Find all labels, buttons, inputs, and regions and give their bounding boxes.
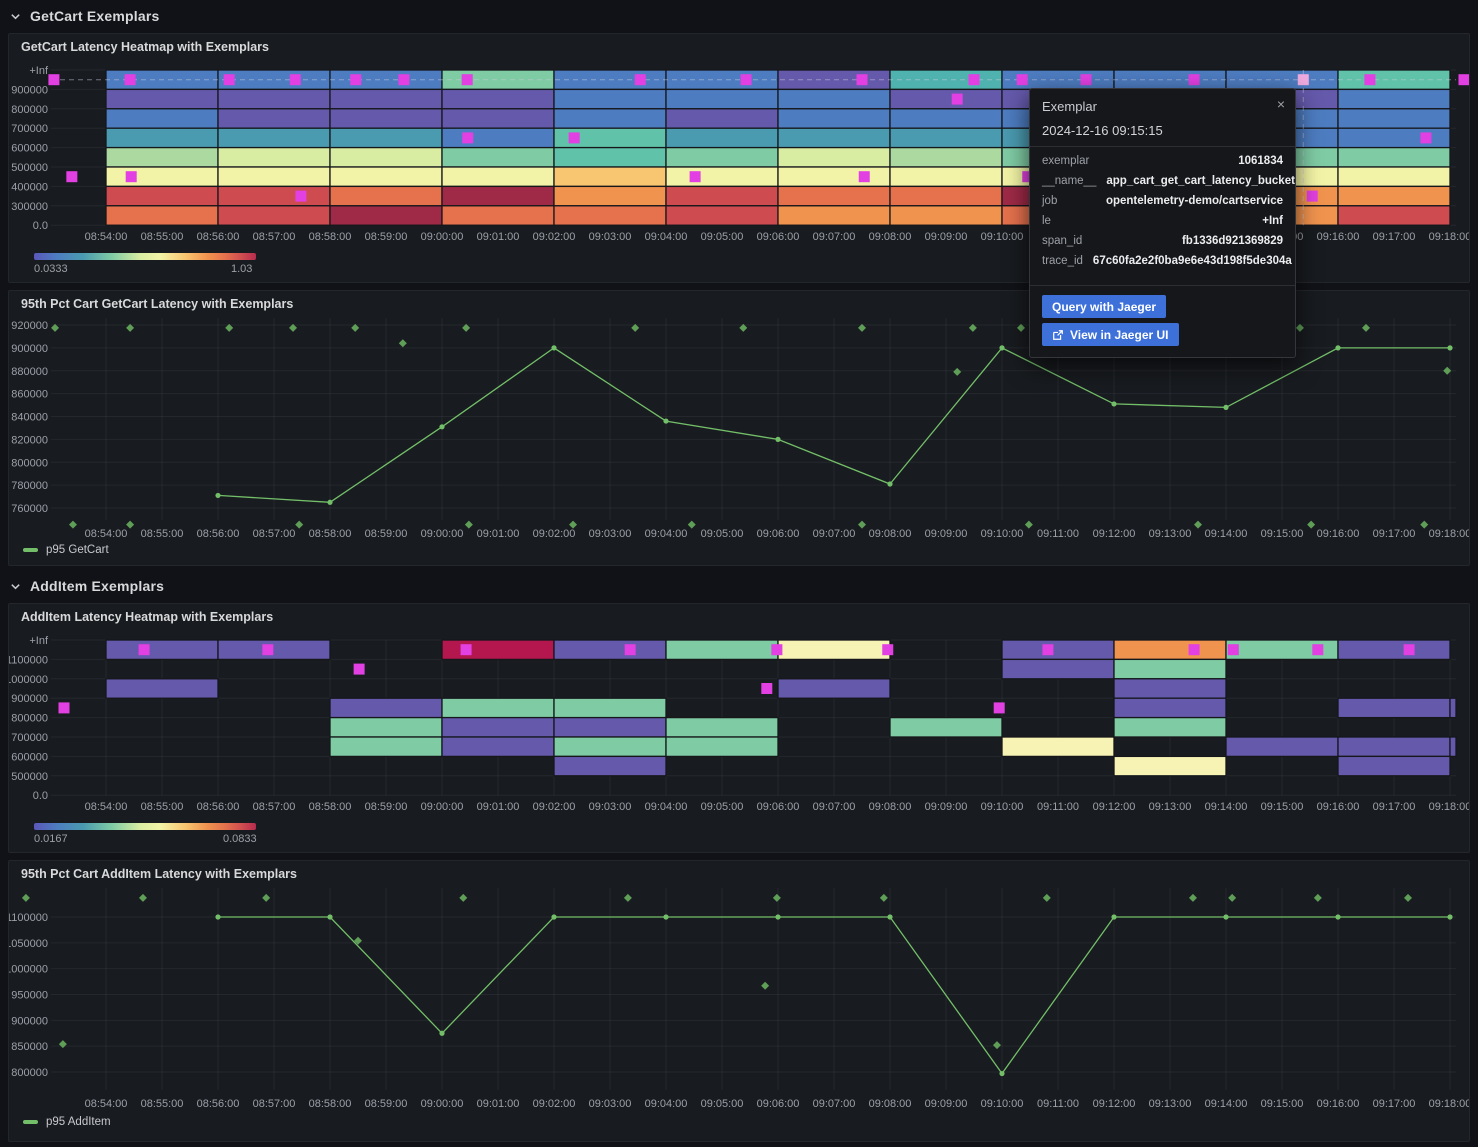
tooltip-timestamp: 2024-12-16 09:15:15	[1042, 123, 1163, 138]
row-title[interactable]: AddItem Exemplars	[30, 578, 165, 594]
tooltip-field-value: 1061834	[1238, 155, 1283, 167]
row-header-getcart[interactable]: GetCart Exemplars	[8, 4, 159, 28]
legend-item-p95-getcart[interactable]: p95 GetCart	[23, 544, 109, 556]
tooltip-fields: exemplar 1061834 __name__ app_cart_get_cart…	[1030, 147, 1295, 285]
scale-min-label: 0.0167	[34, 833, 68, 845]
row-header-additem[interactable]: AddItem Exemplars	[8, 574, 164, 598]
heatmap-color-scale	[34, 823, 256, 830]
scale-max-label: 0.0833	[223, 833, 257, 845]
row-title[interactable]: GetCart Exemplars	[30, 8, 160, 24]
chevron-down-icon[interactable]	[8, 9, 22, 23]
panel-additem-line: 95th Pct Cart AddItem Latency with Exemp…	[8, 860, 1470, 1142]
panel-title[interactable]: 95th Pct Cart AddItem Latency with Exemp…	[21, 867, 298, 881]
legend-label[interactable]: p95 GetCart	[46, 544, 109, 556]
legend-item-p95-additem[interactable]: p95 AddItem	[23, 1116, 111, 1128]
scale-min-label: 0.0333	[34, 263, 68, 275]
legend-swatch	[23, 548, 38, 552]
tooltip-field-key: __name__	[1042, 175, 1097, 187]
tooltip-field-key: le	[1042, 215, 1051, 227]
scale-max-label: 1.03	[231, 263, 253, 275]
close-icon[interactable]: ×	[1276, 96, 1285, 112]
tooltip-title: Exemplar	[1042, 99, 1097, 114]
external-link-icon	[1052, 329, 1064, 341]
tooltip-field-value: fb1336d921369829	[1181, 235, 1283, 247]
exemplar-tooltip: Exemplar × 2024-12-16 09:15:15 exemplar 1…	[1029, 88, 1296, 358]
tooltip-field-row: job opentelemetry-demo/cartservice	[1042, 195, 1283, 215]
tooltip-field-key: job	[1042, 195, 1058, 207]
button-label: View in Jaeger UI	[1070, 327, 1169, 342]
button-label: Query with Jaeger	[1052, 299, 1157, 314]
tooltip-field-row: trace_id 67c60fa2e2f0ba9e6e43d198f5de304a	[1042, 255, 1292, 275]
tooltip-actions: Query with Jaeger View in Jaeger UI	[1030, 286, 1295, 357]
tooltip-field-row: span_id fb1336d921369829	[1042, 235, 1283, 255]
panel-additem-heatmap: AddItem Latency Heatmap with Exemplars 0…	[8, 603, 1470, 853]
legend-label[interactable]: p95 AddItem	[46, 1116, 111, 1128]
tooltip-field-value: +Inf	[1262, 215, 1283, 227]
chevron-down-icon[interactable]	[8, 579, 22, 593]
tooltip-field-value: 67c60fa2e2f0ba9e6e43d198f5de304a	[1092, 255, 1292, 267]
tooltip-field-row: le +Inf	[1042, 215, 1283, 235]
panel-title[interactable]: AddItem Latency Heatmap with Exemplars	[21, 610, 274, 624]
tooltip-field-value: app_cart_get_cart_latency_bucket	[1106, 175, 1295, 187]
heatmap-color-scale	[34, 253, 256, 260]
panel-title[interactable]: 95th Pct Cart GetCart Latency with Exemp…	[21, 297, 294, 311]
divider	[1030, 285, 1295, 286]
tooltip-field-row: __name__ app_cart_get_cart_latency_bucket	[1042, 175, 1295, 195]
panel-title[interactable]: GetCart Latency Heatmap with Exemplars	[21, 40, 269, 54]
tooltip-field-key: trace_id	[1042, 255, 1083, 267]
tooltip-field-value: opentelemetry-demo/cartservice	[1105, 195, 1283, 207]
query-with-jaeger-button[interactable]: Query with Jaeger	[1042, 295, 1167, 318]
tooltip-field-key: span_id	[1042, 235, 1083, 247]
tooltip-field-row: exemplar 1061834	[1042, 155, 1283, 175]
legend-swatch	[23, 1120, 38, 1124]
view-in-jaeger-button[interactable]: View in Jaeger UI	[1042, 323, 1179, 346]
tooltip-field-key: exemplar	[1042, 155, 1090, 167]
